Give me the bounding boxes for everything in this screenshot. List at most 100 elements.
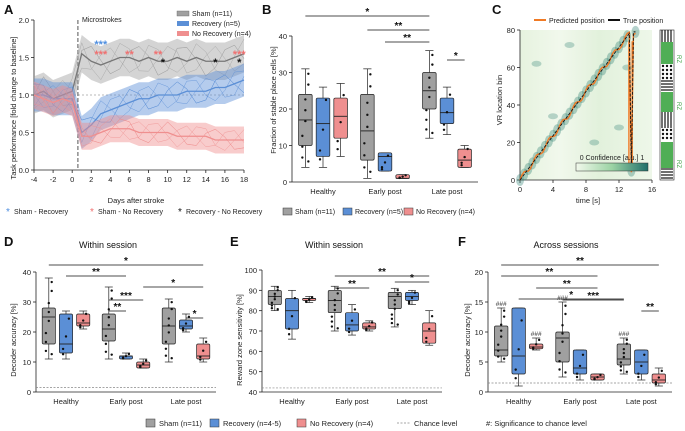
bottom-legend-recovery-swatch (209, 418, 220, 428)
f-box (555, 331, 570, 363)
b-box (333, 97, 348, 139)
a-ytick-label: 1.0 (19, 91, 29, 100)
reward-zone-3: RZ (675, 160, 681, 168)
e-point (276, 288, 279, 292)
e-group-label: Early post (335, 397, 369, 406)
c-confidence-streak (622, 64, 633, 71)
e-point (276, 308, 279, 311)
a-sig-stars: *** (94, 39, 108, 51)
c-ytick-label: 60 (507, 64, 515, 73)
sig-legend-black-star: * (178, 207, 182, 218)
b-ytick-label: 0 (283, 178, 287, 187)
d-point (167, 324, 170, 327)
f-point (502, 315, 506, 318)
panel-e-plot: 40 50 60 70 80 90 100 Healthy Early post Late pos… (244, 266, 442, 406)
b-point (336, 139, 339, 143)
d-sig-label: ** (114, 302, 122, 313)
f-point (654, 381, 658, 384)
a-xtick-label: 2 (89, 175, 93, 184)
b-point (318, 158, 322, 161)
track-dot (661, 68, 665, 72)
b-point (431, 131, 434, 135)
f-point (502, 309, 506, 312)
e-point (393, 303, 396, 306)
a-sig-stars: * (237, 57, 242, 69)
c-confidence-streak (548, 113, 558, 120)
b-legend-sham-swatch (282, 207, 293, 216)
track-dot (669, 76, 673, 80)
d-point (50, 352, 53, 356)
d-point (167, 317, 170, 320)
e-point (425, 340, 428, 343)
legend-true: True position (623, 18, 663, 25)
sig-legend-recovery-norecovery: Recovery - No Recovery (186, 209, 263, 216)
panel-c-xlabel: time [s] (576, 196, 600, 205)
bottom-legend-recovery: Recovery (n=4-5) (223, 419, 282, 428)
d-ytick-label: 30 (23, 298, 31, 307)
panel-d-label: D (4, 234, 13, 249)
d-point (44, 331, 48, 335)
track-reward-zone (661, 42, 673, 64)
d-point (187, 315, 191, 319)
c-confidence-streak (564, 42, 575, 48)
c-xtick-label: 4 (551, 185, 555, 194)
f-box (572, 349, 588, 375)
a-sig-stars: ** (154, 49, 163, 61)
d-point (110, 289, 113, 292)
track-dot (669, 64, 673, 68)
f-box (494, 325, 509, 357)
e-point (396, 323, 399, 326)
b-sig-label: * (365, 7, 369, 18)
a-trace-1 (33, 70, 245, 144)
d-ytick-label: 10 (23, 358, 31, 367)
panel-d-title: Within session (79, 240, 137, 250)
d-point (79, 326, 82, 329)
f-point (657, 376, 661, 379)
track-dot (661, 64, 665, 68)
b-point (398, 176, 401, 179)
e-point (347, 327, 351, 330)
b-point (383, 161, 387, 164)
d-point (104, 350, 108, 353)
sig-legend-sham-recovery: Sham - Recovery (14, 209, 69, 216)
d-sig-label: * (124, 256, 128, 267)
e-point (336, 327, 339, 330)
e-point (353, 308, 357, 311)
track-dot (665, 128, 669, 132)
b-point (448, 93, 452, 96)
d-point (181, 327, 185, 330)
panel-d: D Within session Decoder accuracy [%] 0 1… (4, 234, 216, 406)
d-sig-label: * (171, 278, 175, 289)
f-point (640, 364, 643, 368)
panel-e-label: E (230, 234, 239, 249)
f-point (625, 338, 629, 341)
f-point (575, 372, 579, 375)
f-point (622, 351, 626, 355)
d-point (61, 353, 65, 356)
d-point (104, 334, 108, 338)
f-hash: ### (557, 295, 568, 302)
bottom-legend: Sham (n=11) Recovery (n=4-5) No Recovery… (145, 418, 587, 428)
sig-legend-sham-norecovery: Sham - No Recovery (98, 209, 163, 216)
c-ytick-label: 20 (507, 139, 515, 148)
track-dot (665, 76, 669, 80)
e-point (308, 298, 311, 301)
d-group-label: Healthy (53, 397, 79, 406)
a-sig-stars: ** (125, 49, 134, 61)
b-group-label: Healthy (310, 187, 336, 196)
d-point (44, 340, 48, 344)
a-xtick-label: 14 (202, 175, 210, 184)
b-point (339, 120, 342, 124)
f-ytick-label: 5 (479, 358, 483, 367)
f-box (616, 343, 631, 366)
d-point (67, 317, 71, 320)
d-point (44, 349, 48, 353)
f-point (625, 370, 629, 374)
panel-a-sig-legend: * Sham - Recovery * Sham - No Recovery *… (6, 207, 263, 218)
a-xtick-label: 10 (163, 175, 171, 184)
f-point (596, 375, 599, 379)
f-point (497, 343, 500, 346)
e-sig-label: ** (348, 279, 356, 290)
panel-a: A Task performance [fold change to basel… (4, 2, 263, 218)
a-xtick-label: -4 (31, 175, 38, 184)
